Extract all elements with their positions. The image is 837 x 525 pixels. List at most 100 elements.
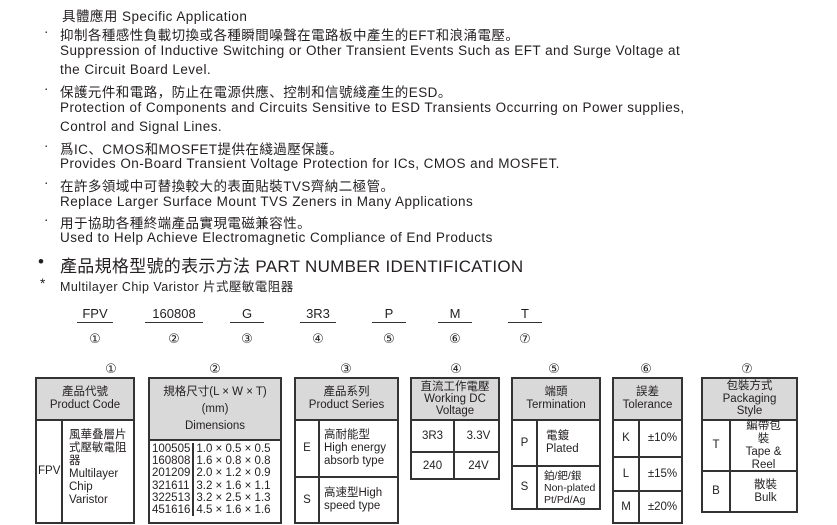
circle-number: ⑦ — [741, 361, 753, 376]
circle-number: ⑦ — [519, 331, 531, 346]
app-item-zh: 保護元件和電路，防止在電源供應、控制和信號綫產生的ESD。 — [60, 85, 452, 100]
desc-en: Chip — [69, 481, 93, 493]
header-en: Product Code — [49, 399, 121, 411]
header-zh: 誤差 — [636, 386, 659, 398]
packaging-zh: 編帶包裝 — [746, 419, 781, 445]
bullet: · — [44, 81, 49, 96]
size-codes: 100505 160808 201209 321611 322513 451616 — [150, 443, 195, 517]
part-code: T — [508, 306, 542, 323]
series-en: speed type — [324, 500, 381, 512]
asterisk: * — [40, 276, 46, 291]
packaging-en: Bulk — [754, 491, 777, 504]
header-zh: 包裝方式 — [726, 380, 773, 393]
tolerance-code: K — [614, 421, 640, 456]
size-dims: 1.0 × 0.5 × 0.5 1.6 × 0.8 × 0.8 2.0 × 1.2 … — [194, 443, 272, 516]
app-item-zh: 爲IC、CMOS和MOSFET提供在綫過壓保護。 — [60, 142, 344, 157]
bullet: · — [44, 138, 49, 153]
app-item-en: Control and Signal Lines. — [60, 119, 223, 134]
voltage-value: 24V — [468, 460, 489, 472]
circle-number: ④ — [312, 331, 324, 346]
size-code: 201209 — [152, 467, 191, 480]
packaging-en: Tape & Reel — [745, 445, 782, 471]
circle-number: ① — [105, 361, 117, 376]
series-zh: 高耐能型 — [324, 429, 370, 441]
dimensions-table: 規格尺寸(L × W × T) (mm) Dimensions 100505 1608… — [148, 377, 282, 524]
size-code: 321611 — [152, 479, 190, 492]
voltage-table: 直流工作電壓 Working DC Voltage 3R3 3.3V 240 24V — [410, 377, 500, 480]
circle-number: ⑥ — [449, 331, 461, 346]
circle-number: ③ — [241, 331, 253, 346]
packaging-table: 包裝方式 Packaging Style T 編帶包裝 Tape & Reel B 散裝… — [701, 377, 798, 513]
voltage-value: 3.3V — [466, 429, 491, 442]
app-item-en: Suppression of Inductive Switching or Ot… — [60, 43, 681, 58]
circle-number: ① — [89, 331, 101, 346]
voltage-code: 3R3 — [412, 421, 455, 451]
desc-en: Varistor — [69, 494, 108, 506]
voltage-code: 240 — [412, 453, 455, 480]
termination-code: P — [513, 421, 538, 465]
app-item-zh: 在許多領域中可替換較大的表面貼裝TVS齊納二極管。 — [60, 179, 395, 194]
size-code: 451616 — [152, 504, 191, 517]
product-code-table: 產品代號 Product Code FPV 風華叠層片式壓敏電阻器 Multila… — [35, 377, 135, 524]
part-code: 160808 — [145, 306, 203, 323]
size-dim: 1.0 × 0.5 × 0.5 — [196, 443, 271, 455]
app-item-en: Provides On-Board Transient Voltage Prot… — [60, 156, 560, 171]
series-code: S — [296, 478, 320, 522]
tolerance-code: L — [614, 458, 640, 490]
circle-number: ② — [168, 331, 180, 346]
tolerance-value: ±15% — [647, 467, 678, 480]
series-zh: 高速型High — [324, 487, 383, 499]
series-en: High energy absorb type — [324, 442, 387, 467]
header-en: Product Series — [308, 399, 385, 411]
header-zh: 規格尺寸(L × W × T) — [163, 385, 267, 398]
size-dim: 2.0 × 1.2 × 0.9 — [196, 467, 271, 480]
termination-table: 端頭 Termination P 電鍍 Plated S 鉑/鈀/銀 Non-plated… — [511, 377, 601, 510]
app-item-en: the Circuit Board Level. — [60, 62, 212, 77]
termination-zh: 鉑/鈀/銀 — [544, 469, 582, 482]
header-zh: 直流工作電壓 — [420, 381, 490, 393]
header-zh: 產品代號 — [62, 386, 108, 398]
header-zh: 產品系列 — [323, 386, 370, 398]
termination-en: Non-plated Pt/Pd/Ag — [544, 481, 596, 506]
app-item-en: Used to Help Achieve Electromagnetic Com… — [60, 230, 493, 245]
bullet: · — [44, 175, 49, 190]
packaging-code: B — [703, 472, 731, 511]
size-code: 100505 — [152, 443, 191, 455]
bullet: • — [38, 252, 45, 271]
size-dim: 3.2 × 1.6 × 1.1 — [196, 479, 271, 492]
header-en: Packaging Style — [722, 392, 777, 418]
part-code: 3R3 — [300, 306, 336, 323]
part-code: FPV — [77, 306, 113, 323]
tolerance-table: 誤差 Tolerance K ±10% L ±15% M ±20% — [612, 377, 683, 524]
application-heading: 具體應用 Specific Application — [62, 9, 248, 24]
app-item-zh: 用于協助各種終端產品實現電磁兼容性。 — [60, 216, 312, 231]
bullet: · — [44, 24, 49, 39]
code: FPV — [37, 421, 63, 522]
circle-number: ④ — [450, 361, 462, 376]
header-zh: 端頭 — [544, 386, 568, 398]
pni-subtitle: Multilayer Chip Varistor 片式壓敏電阻器 — [60, 280, 294, 294]
size-dim: 4.5 × 1.6 × 1.6 — [196, 504, 271, 517]
product-series-table: 產品系列 Product Series E 高耐能型 High energy abso… — [294, 377, 399, 524]
packaging-zh: 散裝 — [754, 478, 777, 491]
size-dim: 3.2 × 2.5 × 1.3 — [196, 491, 271, 504]
termination-en: Plated — [546, 443, 579, 455]
tolerance-code: M — [614, 492, 640, 522]
app-item-zh: 抑制各種感性負載切換或各種瞬間噪聲在電路板中產生的EFT和浪涌電壓。 — [60, 28, 520, 43]
termination-code: S — [513, 467, 538, 508]
app-item-en: Replace Larger Surface Mount TVS Zeners … — [60, 194, 474, 209]
bullet: · — [44, 212, 49, 227]
part-code: G — [230, 306, 264, 323]
tolerance-value: ±10% — [647, 432, 678, 444]
termination-zh: 電鍍 — [546, 430, 569, 442]
header-unit: (mm) — [201, 402, 229, 415]
tolerance-value: ±20% — [647, 500, 678, 513]
desc-en: Multilayer — [69, 468, 119, 480]
header-en: Termination — [526, 399, 586, 411]
header-en: Dimensions — [184, 419, 246, 432]
pni-title: 產品規格型號的表示方法 PART NUMBER IDENTIFICATION — [60, 257, 524, 276]
part-code: M — [438, 306, 472, 323]
series-code: E — [296, 421, 320, 476]
packaging-code: T — [703, 421, 731, 470]
circle-number: ⑥ — [640, 361, 652, 376]
